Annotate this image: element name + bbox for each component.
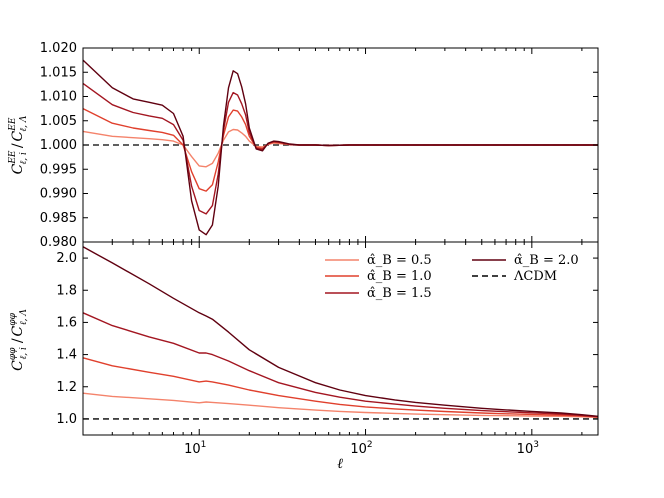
y-tick-label: 1.010 (40, 90, 77, 105)
bottom-y-ticks: 2.0 1.8 1.6 1.4 1.2 1.0 (56, 251, 598, 427)
y-tick-label: 1.4 (56, 348, 77, 363)
top-y-axis-label: CEEℓ, i/CEEℓ, Λ (8, 115, 29, 174)
x-tick-label: 101 (184, 440, 206, 457)
y-tick-label: 1.6 (56, 315, 77, 330)
bottom-axes-frame (82, 241, 599, 436)
y-tick-label: 1.000 (40, 138, 77, 153)
legend-entry-s20: α̂_B = 2.0 (472, 253, 579, 268)
y-tick-label: 0.995 (40, 162, 77, 177)
bottom-plot-area (82, 246, 599, 420)
series-line-s10 (82, 357, 599, 418)
series-line-s10 (82, 107, 598, 192)
y-tick-label: 0.985 (40, 211, 77, 226)
x-axis-label: ℓ (337, 456, 343, 472)
series-line-s20 (82, 246, 599, 417)
y-tick-label: 1.2 (56, 380, 77, 395)
top-plot-area (82, 59, 598, 236)
y-tick-label: 0.980 (40, 235, 77, 250)
y-tick-label: 1.015 (40, 65, 77, 80)
y-tick-label: 1.8 (56, 283, 77, 298)
top-y-ticks: 1.020 1.015 1.010 1.005 1.000 0.995 0.990 0.985… (40, 41, 598, 250)
bottom-panel: 2.0 1.8 1.6 1.4 1.2 1.0 101 102 103 (56, 241, 599, 457)
y-tick-label: 1.020 (40, 41, 77, 56)
series-line-s15 (82, 82, 598, 215)
series-line-s15 (82, 312, 599, 418)
y-tick-label: 2.0 (56, 251, 77, 266)
legend-label: ΛCDM (513, 269, 557, 284)
legend-entry-s05: α̂_B = 0.5 (325, 253, 432, 268)
legend-label: α̂_B = 1.0 (367, 269, 432, 284)
x-tick-label: 102 (350, 440, 372, 457)
x-tick-label: 103 (517, 440, 539, 457)
y-tick-label: 1.005 (40, 114, 77, 129)
legend-label: α̂_B = 0.5 (367, 253, 432, 268)
y-tick-label: 0.990 (40, 187, 77, 202)
y-tick-label: 1.0 (56, 412, 77, 427)
series-line-s05 (82, 128, 598, 168)
legend-label: α̂_B = 2.0 (514, 253, 579, 268)
series-line-s05 (82, 392, 599, 418)
series-line-s20 (82, 59, 598, 236)
bottom-x-ticks: 101 102 103 (82, 242, 583, 457)
legend-entry-s10: α̂_B = 1.0 (325, 269, 432, 284)
legend-entry-s15: α̂_B = 1.5 (325, 286, 432, 301)
legend: α̂_B = 0.5α̂_B = 1.0 α̂_B = 1.5 α̂_B = 2.0… (325, 253, 579, 301)
legend-entry-lcdm: ΛCDM (472, 269, 557, 284)
top-panel: 1.020 1.015 1.010 1.005 1.000 0.995 0.990 0.985… (40, 41, 599, 250)
bottom-y-axis-label: Cφφℓ, i/Cφφℓ, Λ (8, 309, 29, 371)
legend-label: α̂_B = 1.5 (367, 286, 432, 301)
